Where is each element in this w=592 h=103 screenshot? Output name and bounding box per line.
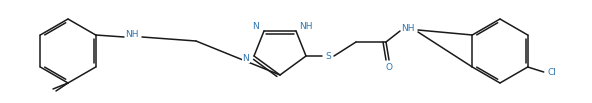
Text: NH: NH <box>299 22 313 30</box>
Text: NH: NH <box>126 29 139 39</box>
Text: N: N <box>253 22 259 30</box>
Text: S: S <box>325 52 331 60</box>
Text: Cl: Cl <box>547 67 556 77</box>
Text: O: O <box>385 63 392 71</box>
Text: N: N <box>243 53 249 63</box>
Text: NH: NH <box>401 23 415 33</box>
